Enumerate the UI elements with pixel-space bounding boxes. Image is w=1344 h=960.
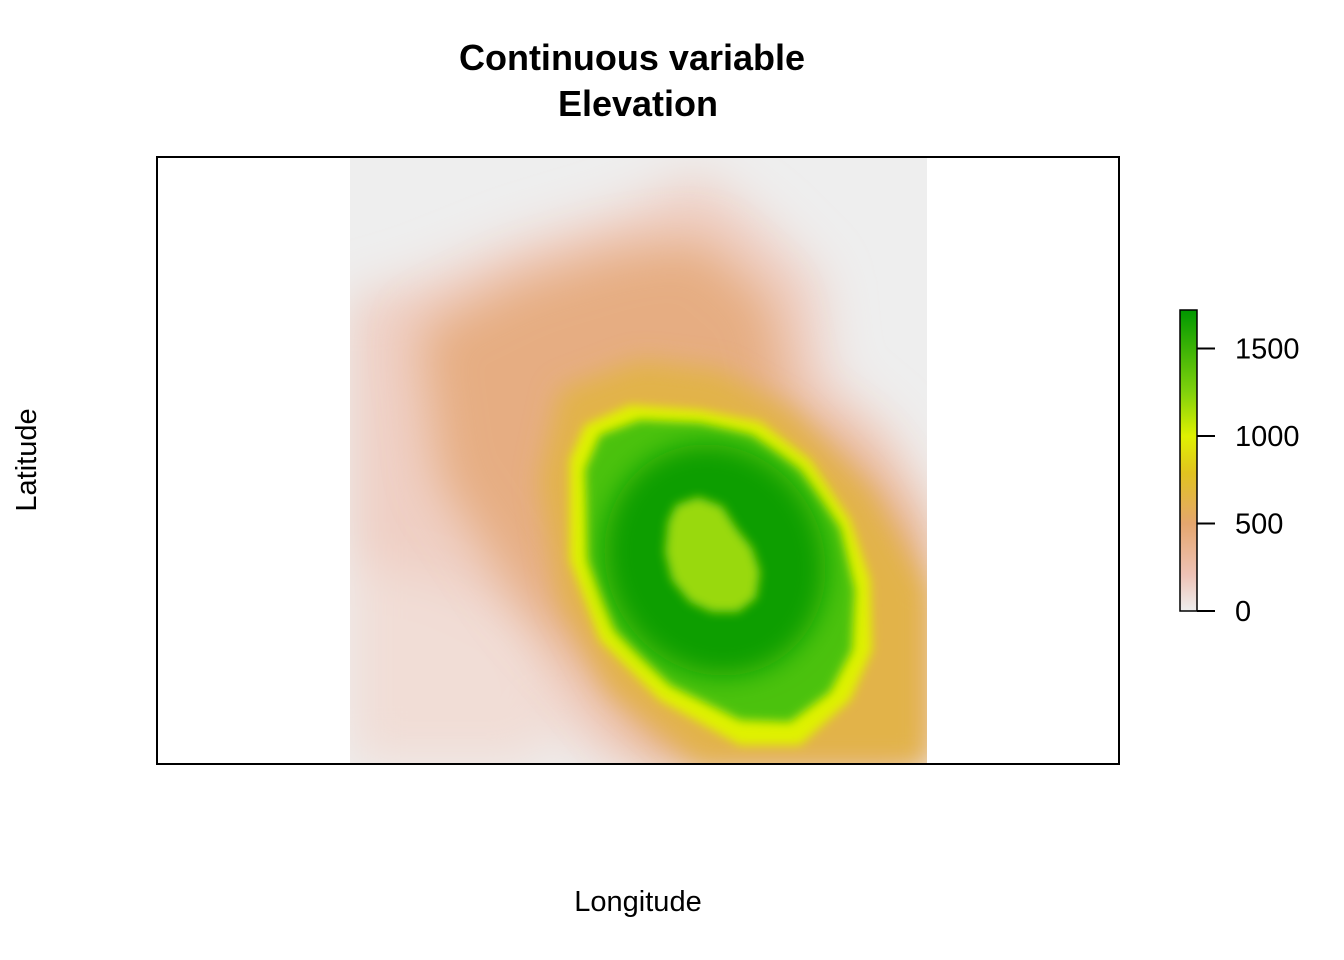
y-axis-label: Latitude <box>11 408 43 511</box>
legend-tick-label: 1500 <box>1235 334 1300 366</box>
legend-tick-label: 0 <box>1235 596 1251 628</box>
elevation-raster <box>350 158 927 764</box>
low-elevation-southwest-shape <box>350 560 560 764</box>
chart-title: Continuous variable <box>459 37 805 78</box>
x-axis-label: Longitude <box>574 886 701 918</box>
legend-tick-label: 1000 <box>1235 421 1300 453</box>
legend-ticks: 0 500 1000 1500 <box>1197 334 1300 628</box>
legend-tick-label: 500 <box>1235 509 1283 541</box>
color-legend: 0 500 1000 1500 <box>1179 309 1300 628</box>
legend-color-bar <box>1179 309 1198 612</box>
plot-frame <box>156 156 1120 765</box>
chart-subtitle: Elevation <box>558 83 718 124</box>
summit-plateau-zone <box>665 497 760 612</box>
summit-plateau-shape <box>665 497 760 612</box>
